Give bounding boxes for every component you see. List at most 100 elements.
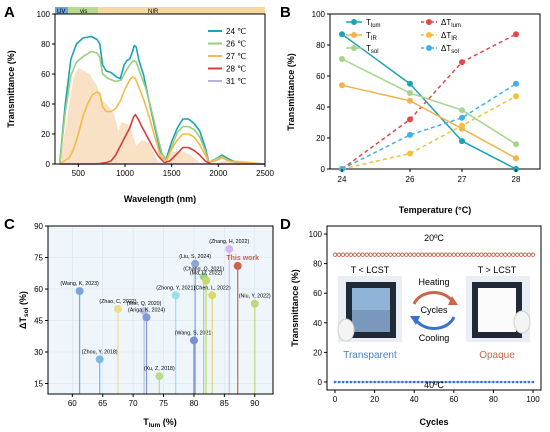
cycle-marker [443,252,449,257]
x-tick-label: 80 [489,395,498,404]
legend-subscript: lum [371,23,381,29]
cycle-marker [491,252,496,257]
legend-label: 27 ℃ [226,52,246,61]
legend-subscript: lum [451,23,461,29]
legend-label: ΔTIR [441,31,458,42]
cycle-marker [336,252,342,257]
legend-label: Tsol [366,44,379,55]
comparison-point [208,291,217,300]
y-tick-label: 40 [313,319,322,328]
temperature-marker [513,155,519,162]
comparison-label: (Zhou, Y, 2018) [82,349,118,355]
cycle-marker [475,252,480,257]
cycle-marker [487,252,492,257]
temperature-marker [407,131,413,138]
x-tick-label: 85 [220,399,229,408]
x-tick-label: 27 [458,175,467,184]
legend-label: ΔTlum [441,18,461,29]
temperature-line-3 [341,95,517,170]
left-condition-label: T < LCST [351,265,390,275]
x-tick-label: 26 [406,175,415,184]
panel-c-frame [47,225,274,395]
panel-label-c: C [4,216,15,233]
comparison-point [225,245,234,254]
cycle-marker [522,252,528,257]
legend-marker [426,32,432,38]
comparison-label: (Zhao, C, 2022) [99,299,136,305]
cycle-marker [332,252,338,257]
temperature-line-4 [341,58,517,145]
cycle-marker [384,252,389,257]
cycle-marker [519,380,523,384]
comparison-label: (Liu, S, 2024) [179,254,211,260]
cycle-marker [531,380,535,384]
cycle-marker [451,252,456,257]
cycle-marker [392,252,397,257]
glove-hand [513,310,531,334]
temperature-lines [339,31,519,172]
panel-a-y-axis-label: Transmittance (%) [6,50,16,128]
cycle-marker [511,252,516,257]
comparison-label: (Zhong, Y, 2021) [156,285,195,291]
comparison-point [202,276,211,285]
temperature-line-5 [341,83,517,170]
comparison-point [171,291,180,300]
cycle-marker [376,252,381,257]
cycle-marker [337,380,341,384]
x-tick-label: 500 [72,169,86,178]
x-tick-label: 28 [512,175,521,184]
panel-label-d: D [280,216,291,233]
temperature-marker [407,90,413,96]
y-tick-label: 90 [34,222,43,231]
cycle-marker [341,380,345,384]
panel-c-y-axis-label: ΔTsol (%) [18,291,30,329]
panel-a-spectrum-chart: UV vis NIR 500 1000 1500 2000 2500 0 20 40 60 80 1… [6,7,274,204]
x-tick-label: 60 [68,399,77,408]
panel-a-ticks: 500 1000 1500 2000 2500 0 20 40 60 80 100 [37,10,275,178]
cycle-marker [372,252,377,257]
legend-label: ΔTsol [441,44,459,55]
y-tick-label: 0 [46,160,51,169]
panel-a-legend: 24 ℃ 26 ℃ 27 ℃ 28 ℃ 31 ℃ [208,27,246,86]
cycle-marker [416,380,420,384]
panel-a-x-axis-label: Wavelength (nm) [124,194,196,204]
vis-region-label: vis [80,9,87,15]
x-tick-label: 0 [333,395,338,404]
temperature-line-2 [341,84,517,159]
legend-subscript: sol [451,49,459,55]
x-tick-label: 90 [250,399,259,408]
cycle-marker [527,380,531,384]
comparison-label: (Wer, Q, 2020) [127,301,162,307]
panel-label-b: B [280,4,291,21]
transparent-sample-photo [337,276,402,342]
cycle-marker [389,380,392,384]
cycle-marker [480,380,483,384]
y-tick-label: 60 [41,70,50,79]
panel-c-comparison-chart: (Wang, K, 2023) (Zhou, Y, 2018) (Zhao, C, … [18,222,274,429]
panel-label-a: A [4,4,15,21]
legend-subscript: IR [371,36,378,42]
cycle-marker [456,380,460,384]
temperature-line-1 [341,33,517,170]
cycle-marker [496,380,499,384]
x-tick-label: 100 [526,395,540,404]
x-tick-label: 60 [449,395,458,404]
x-tick-label: 40 [410,395,419,404]
legend-label: TIR [366,31,378,42]
cycle-marker [365,380,369,384]
cycle-marker [400,252,405,257]
temperature-marker [339,82,345,89]
y-tick-label: 60 [316,72,325,81]
cycle-marker [518,252,524,257]
cycle-marker [471,252,476,257]
comparison-label: (Zhang, H, 2022) [209,239,249,245]
cycle-marker [500,380,503,384]
x-tick-label: 2500 [256,169,274,178]
cycle-marker [377,380,380,384]
cycle-marker [523,380,527,384]
cycle-marker [352,252,357,257]
temperature-marker [407,80,413,87]
cycle-marker [444,380,448,384]
comparison-label: (Wang, K, 2023) [60,281,99,287]
heating-arrow-icon [412,291,454,305]
